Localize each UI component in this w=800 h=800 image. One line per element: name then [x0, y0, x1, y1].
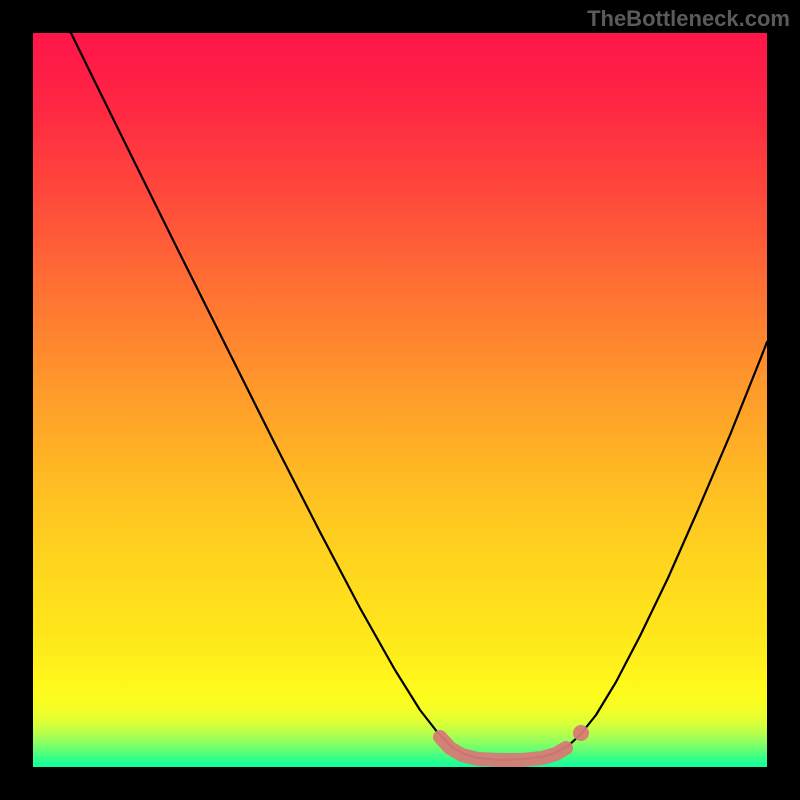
chart-container: TheBottleneck.com	[0, 0, 800, 800]
plot-background	[33, 33, 767, 767]
bottleneck-chart	[0, 0, 800, 800]
optimal-point-dot	[573, 725, 589, 741]
watermark-label: TheBottleneck.com	[587, 6, 790, 32]
